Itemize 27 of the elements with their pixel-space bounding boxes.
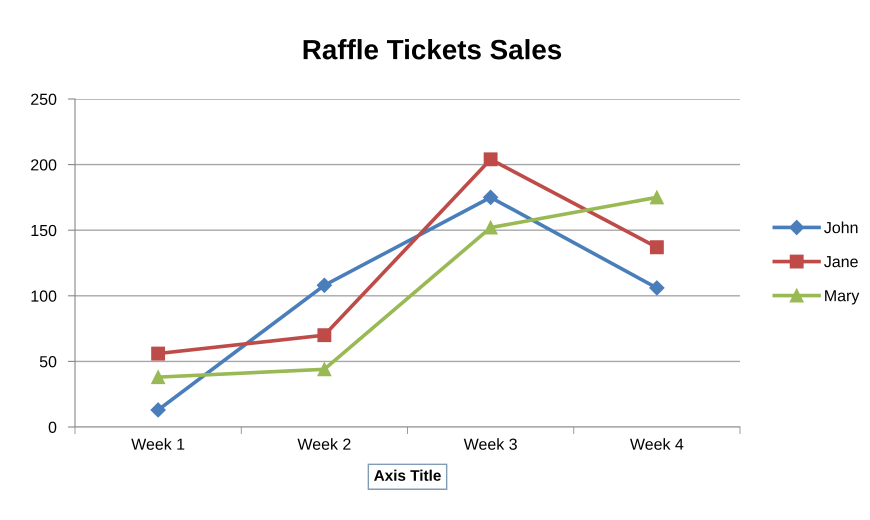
point (150, 402, 166, 418)
y-tick-label: 100 (32, 290, 56, 302)
point (317, 328, 332, 342)
point (484, 152, 498, 166)
point (650, 240, 664, 254)
x-axis-title: Axis Title (374, 470, 441, 481)
point (151, 370, 166, 384)
y-tick-label: 0 (48, 422, 56, 433)
legend-label: Mary (825, 290, 860, 304)
point (649, 280, 664, 296)
x-tick-label: Week 2 (298, 438, 351, 450)
point (151, 346, 166, 360)
x-tick-label: Week 4 (630, 438, 684, 450)
x-tick-label: Week 1 (131, 438, 184, 450)
chart-title: Raffle Tickets Sales (304, 39, 562, 60)
y-tick-label: 50 (40, 356, 56, 368)
point (317, 362, 332, 376)
point (650, 190, 664, 204)
legend-label: John (824, 222, 858, 234)
legend-label: Jane (824, 256, 858, 268)
x-tick-label: Week 3 (464, 438, 517, 450)
point (484, 220, 498, 235)
y-tick-label: 200 (31, 159, 56, 171)
point (483, 190, 498, 205)
y-tick-label: 250 (31, 94, 56, 105)
y-tick-label: 150 (32, 224, 56, 236)
point (316, 278, 332, 293)
